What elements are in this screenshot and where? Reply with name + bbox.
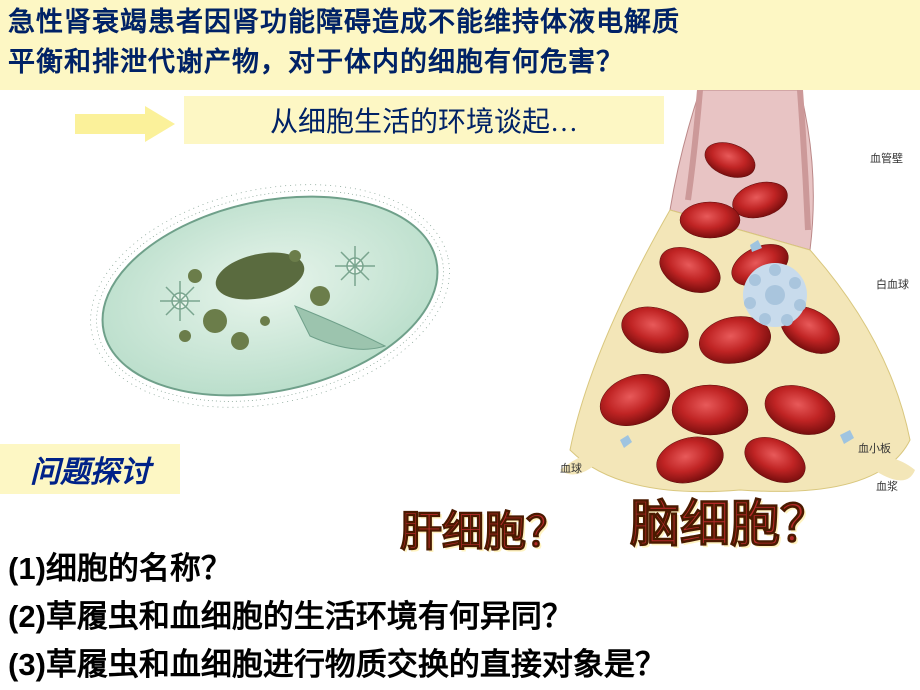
label-plasma: 血浆 xyxy=(876,478,898,494)
discussion-label-box: 问题探讨 xyxy=(0,444,180,494)
label-platelet: 血小板 xyxy=(858,440,891,456)
q1-num: (1) xyxy=(8,551,46,586)
q3-num: (3) xyxy=(8,647,46,682)
label-rbc: 血球 xyxy=(560,460,582,476)
question-1: (1)细胞的名称？ xyxy=(8,545,666,593)
q1-text: 细胞的名称？ xyxy=(46,551,232,586)
q2-num: (2) xyxy=(8,599,46,634)
question-list: (1)细胞的名称？ (2)草履虫和血细胞的生活环境有何异同？ (3)草履虫和血细… xyxy=(8,545,666,689)
top-question-line2: 平衡和排泄代谢产物，对于体内的细胞有何危害？ xyxy=(8,42,912,82)
top-question-box: 急性肾衰竭患者因肾功能障碍造成不能维持体液电解质 平衡和排泄代谢产物，对于体内的… xyxy=(0,0,920,90)
question-3: (3)草履虫和血细胞进行物质交换的直接对象是？ xyxy=(8,641,666,689)
q2-text: 草履虫和血细胞的生活环境有何异同？ xyxy=(46,599,573,634)
slide: 急性肾衰竭患者因肾功能障碍造成不能维持体液电解质 平衡和排泄代谢产物，对于体内的… xyxy=(0,0,920,690)
arrow-icon xyxy=(75,106,175,142)
paramecium-image xyxy=(85,146,455,426)
discussion-label: 问题探讨 xyxy=(30,447,150,491)
label-vessel-wall: 血管壁 xyxy=(870,150,903,166)
subtitle-text: 从细胞生活的环境谈起… xyxy=(270,100,578,140)
question-2: (2)草履虫和血细胞的生活环境有何异同？ xyxy=(8,593,666,641)
label-wbc: 白血球 xyxy=(876,276,909,292)
top-question-line1: 急性肾衰竭患者因肾功能障碍造成不能维持体液电解质 xyxy=(8,2,912,42)
q3-text: 草履虫和血细胞进行物质交换的直接对象是？ xyxy=(46,647,666,682)
